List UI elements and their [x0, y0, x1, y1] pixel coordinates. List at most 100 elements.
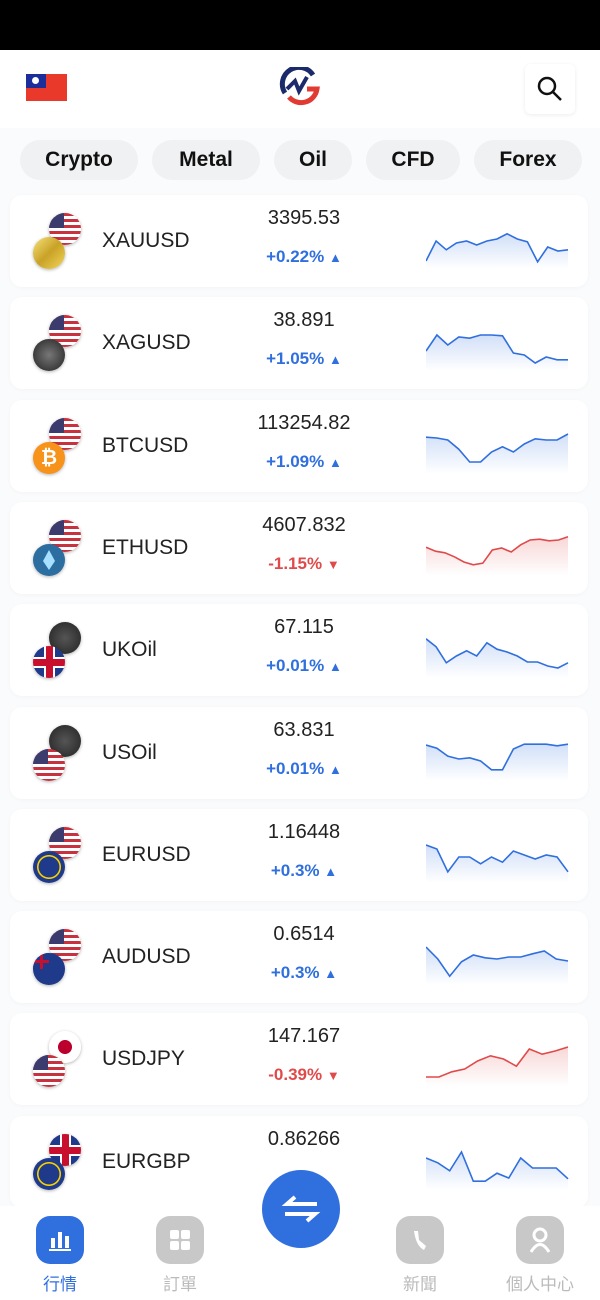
price: 147.167: [267, 1025, 341, 1047]
sparkline: [426, 1150, 569, 1190]
tab-metal[interactable]: Metal: [152, 140, 260, 180]
symbol: USOil: [102, 741, 157, 764]
sparkline-line: [426, 1046, 569, 1078]
silver-flag-icon: [33, 339, 65, 371]
change: +0.3% ▲: [220, 861, 388, 881]
triangle-up-icon: ▲: [324, 966, 338, 981]
sparkline: [426, 232, 569, 269]
symbol: XAUUSD: [102, 229, 190, 252]
sparkline: [426, 638, 569, 678]
symbol: EURUSD: [102, 843, 191, 866]
change-value: -0.39%: [268, 1065, 323, 1084]
eu-flag-icon: [33, 851, 65, 883]
triangle-up-icon: ▲: [329, 762, 342, 777]
us-flag-icon: [33, 749, 65, 781]
change: +1.05% ▲: [220, 349, 388, 369]
nav-orders[interactable]: 訂單: [140, 1216, 220, 1295]
quote-row[interactable]: XAGUSD 38.891 +1.05% ▲: [10, 297, 588, 389]
sparkline-area: [426, 434, 568, 474]
price: 0.6514: [273, 923, 335, 945]
bar-chart-icon: [49, 1232, 71, 1251]
tab-crypto[interactable]: Crypto: [20, 140, 138, 180]
sparkline: [426, 743, 569, 781]
symbol: UKOil: [102, 638, 157, 661]
triangle-up-icon: ▲: [324, 864, 338, 879]
sparkline-line: [426, 1150, 569, 1183]
sparkline: [426, 333, 568, 371]
sparkline: [426, 536, 569, 576]
nav-profile[interactable]: 個人中心: [500, 1216, 580, 1295]
change-value: +0.3%: [270, 861, 320, 880]
tab-cfd[interactable]: CFD: [366, 140, 460, 180]
tab-oil[interactable]: Oil: [274, 140, 352, 180]
change: +0.3% ▲: [220, 963, 388, 983]
sparkline-line: [426, 433, 569, 463]
quote-row[interactable]: ₿ BTCUSD 113254.82 +1.09% ▲: [10, 400, 588, 492]
change: -1.15% ▼: [220, 554, 388, 574]
btc-flag-icon: ₿: [33, 442, 65, 474]
category-tabs: Crypto Metal Oil CFD Forex: [20, 140, 582, 180]
nav-label: 個人中心: [506, 1275, 574, 1294]
change: +0.01% ▲: [220, 759, 388, 779]
change-value: +0.3%: [270, 963, 320, 982]
change-value: +1.05%: [266, 349, 325, 368]
price: 3395.53: [267, 207, 341, 229]
symbol: XAGUSD: [102, 331, 191, 354]
sparkline-area: [426, 845, 568, 883]
triangle-up-icon: ▲: [329, 659, 342, 674]
quote-row[interactable]: USOil 63.831 +0.01% ▲: [10, 707, 588, 799]
symbol: USDJPY: [102, 1047, 185, 1070]
sparkline-area: [426, 1152, 568, 1190]
price: 113254.82: [257, 412, 351, 434]
search-icon: [537, 76, 562, 101]
trade-fab-button[interactable]: [262, 1170, 340, 1248]
nav-label: 新聞: [403, 1275, 437, 1294]
change-value: +0.01%: [266, 759, 325, 778]
sparkline-line: [426, 743, 569, 771]
triangle-down-icon: ▼: [326, 1068, 340, 1083]
grid-icon: [170, 1230, 190, 1250]
eu-flag-icon: [33, 1158, 65, 1190]
price: 0.86266: [267, 1128, 341, 1150]
quote-row[interactable]: EURUSD 1.16448 +0.3% ▲: [10, 809, 588, 901]
symbol: EURGBP: [102, 1150, 191, 1173]
taiwan-flag-icon[interactable]: [26, 74, 67, 101]
nav-market[interactable]: 行情: [20, 1216, 100, 1295]
au-flag-icon: [33, 953, 65, 985]
sparkline: [426, 946, 569, 985]
symbol: BTCUSD: [102, 434, 189, 457]
quote-row[interactable]: USDJPY 147.167 -0.39% ▼: [10, 1013, 588, 1105]
sparkline-area: [426, 335, 568, 371]
status-bar: [0, 0, 600, 50]
nav-label: 訂單: [163, 1275, 197, 1294]
price: 4607.832: [262, 514, 346, 536]
sparkline: [426, 433, 569, 474]
triangle-up-icon: ▲: [329, 352, 342, 367]
nav-label: 行情: [43, 1275, 77, 1294]
quote-row[interactable]: ETHUSD 4607.832 -1.15% ▼: [10, 502, 588, 594]
sparkline-area: [426, 1047, 568, 1087]
sparkline-line: [426, 232, 569, 264]
sparkline-line: [426, 536, 569, 566]
search-button[interactable]: [525, 64, 575, 114]
price: 38.891: [273, 309, 335, 331]
phone-icon: [414, 1231, 426, 1250]
brand-logo: [279, 67, 320, 106]
nav-news[interactable]: 新聞: [380, 1216, 460, 1295]
change: +1.09% ▲: [220, 452, 388, 472]
sparkline-area: [426, 947, 568, 985]
sparkline: [426, 844, 569, 883]
quote-row[interactable]: XAUUSD 3395.53 +0.22% ▲: [10, 195, 588, 287]
gold-flag-icon: [33, 237, 65, 269]
price: 67.115: [274, 616, 334, 638]
sparkline-area: [426, 744, 568, 781]
symbol: ETHUSD: [102, 536, 189, 559]
triangle-down-icon: ▼: [326, 557, 340, 572]
sparkline: [426, 1046, 569, 1087]
triangle-up-icon: ▲: [329, 455, 342, 470]
tab-forex[interactable]: Forex: [474, 140, 582, 180]
quote-row[interactable]: UKOil 67.115 +0.01% ▲: [10, 604, 588, 696]
us-flag-icon: [33, 1055, 65, 1087]
quote-row[interactable]: AUDUSD 0.6514 +0.3% ▲: [10, 911, 588, 1003]
sparkline-line: [426, 333, 568, 364]
